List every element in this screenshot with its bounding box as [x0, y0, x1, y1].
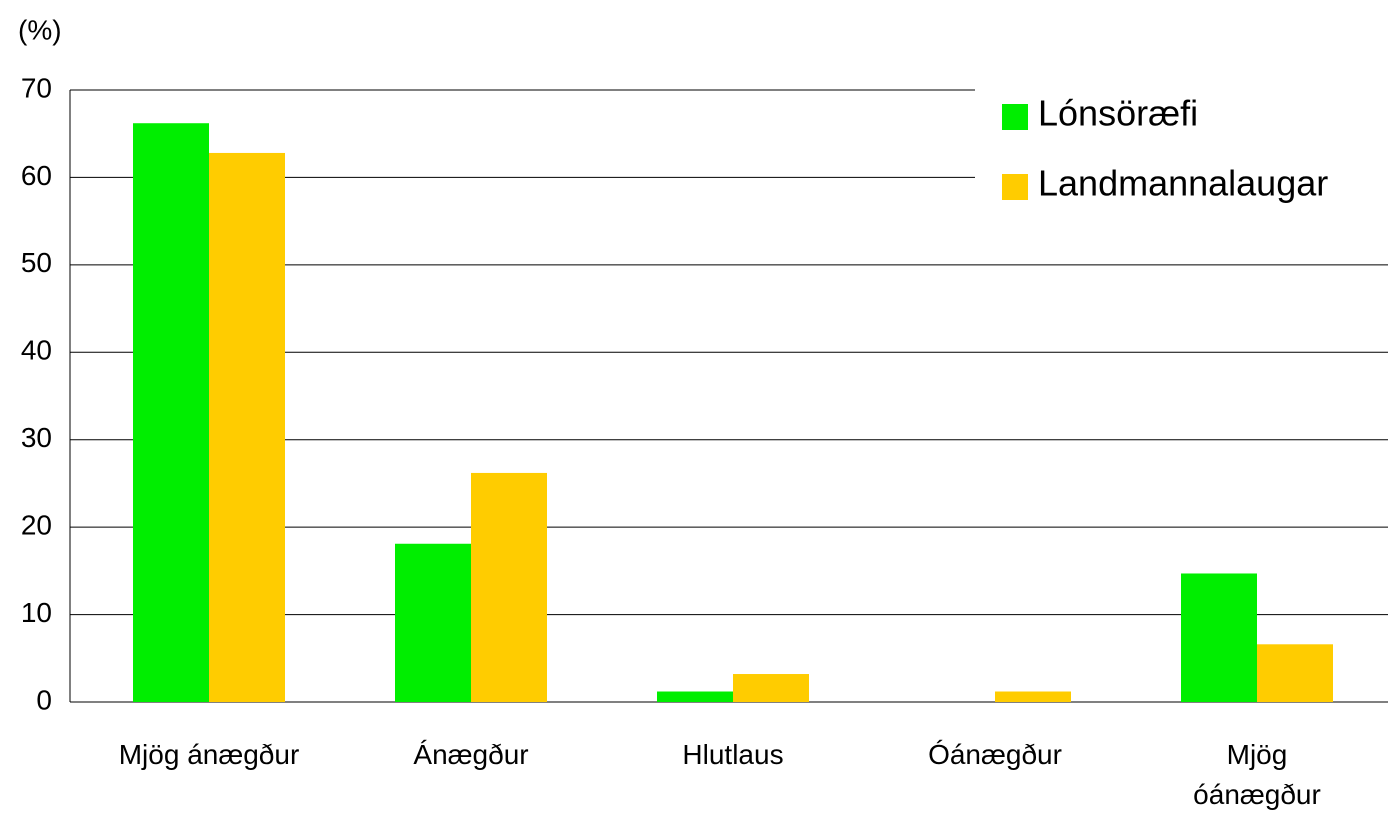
bar	[733, 674, 809, 702]
y-tick-label: 70	[21, 72, 52, 103]
legend-label: Landmannalaugar	[1038, 163, 1328, 204]
x-tick-label: Mjög óánægður	[1193, 739, 1321, 810]
y-axis-label: (%)	[18, 14, 62, 45]
legend-box	[975, 80, 1392, 225]
bar	[995, 691, 1071, 702]
bar	[209, 152, 285, 702]
legend-swatch	[1002, 104, 1028, 130]
y-tick-label: 30	[21, 422, 52, 453]
y-tick-label: 0	[36, 684, 52, 715]
y-tick-label: 40	[21, 335, 52, 366]
x-tick-label: Óánægður	[928, 739, 1062, 770]
y-tick-label: 50	[21, 247, 52, 278]
y-tick-label: 20	[21, 510, 52, 541]
y-tick-label: 10	[21, 597, 52, 628]
bar	[133, 123, 209, 703]
bar	[1181, 573, 1257, 702]
x-tick-label: Hlutlaus	[682, 739, 784, 770]
legend-swatch	[1002, 174, 1028, 200]
bar	[657, 691, 733, 702]
y-tick-label: 60	[21, 160, 52, 191]
x-tick-label: Mjög ánægður	[118, 739, 300, 770]
legend-label: Lónsöræfi	[1038, 93, 1198, 134]
x-tick-label: Ánægður	[413, 739, 529, 770]
bar	[1257, 644, 1333, 702]
bar	[471, 472, 547, 702]
bar	[395, 543, 471, 702]
